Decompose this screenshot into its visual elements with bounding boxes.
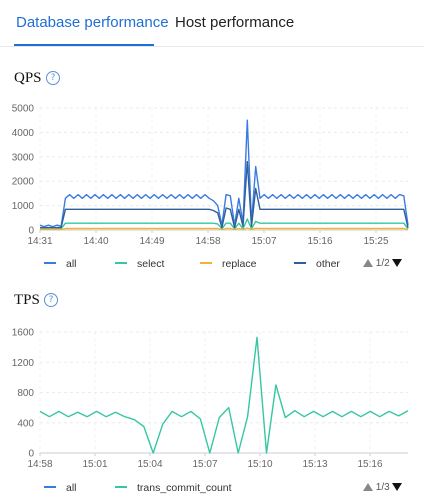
tps-legend: all trans_commit_count 1/3 bbox=[0, 482, 424, 498]
y-tick-label: 4000 bbox=[12, 128, 35, 139]
legend-item-replace[interactable]: replace bbox=[200, 258, 256, 270]
series-line-other bbox=[40, 161, 409, 229]
qps-chart: 0 1000 2000 3000 4000 5000 14:31 14:40 14:49 14:5… bbox=[12, 104, 409, 247]
y-tick-label: 3000 bbox=[12, 152, 35, 163]
x-tick-label: 15:25 bbox=[363, 236, 388, 247]
legend-item-all[interactable]: all bbox=[44, 482, 77, 494]
y-tick-label: 1600 bbox=[12, 328, 35, 339]
legend-item-all[interactable]: all bbox=[44, 258, 77, 270]
x-tick-label: 15:16 bbox=[357, 459, 382, 470]
y-tick-label: 800 bbox=[17, 388, 34, 399]
x-tick-label: 15:04 bbox=[137, 459, 162, 470]
legend-swatch-trans-commit-count bbox=[115, 486, 127, 489]
legend-item-trans-commit-count[interactable]: trans_commit_count bbox=[115, 482, 232, 494]
legend-label-select: select bbox=[137, 258, 165, 270]
y-tick-label: 0 bbox=[28, 226, 34, 237]
legend-swatch-other bbox=[294, 262, 306, 265]
legend-item-other[interactable]: other bbox=[294, 258, 340, 270]
legend-label-other: other bbox=[316, 258, 340, 270]
legend-prev-page-icon[interactable] bbox=[363, 483, 373, 492]
tps-title: TPS bbox=[14, 292, 40, 308]
tps-chart: 0 400 800 1200 1600 14:58 15:01 15:04 15:07 15:10… bbox=[12, 328, 409, 470]
tps-pager-text: 1/3 bbox=[375, 482, 390, 493]
legend-swatch-select bbox=[115, 262, 127, 265]
y-tick-label: 0 bbox=[28, 449, 34, 460]
series-line-all bbox=[39, 119, 409, 228]
y-tick-label: 1000 bbox=[12, 201, 35, 212]
x-tick-label: 14:58 bbox=[195, 236, 220, 247]
tps-help-icon[interactable]: ? bbox=[44, 293, 58, 307]
legend-label-replace: replace bbox=[222, 258, 257, 270]
x-tick-label: 15:07 bbox=[251, 236, 276, 247]
tps-legend-pager: 1/3 bbox=[363, 482, 403, 493]
series-line-trans-commit-count bbox=[39, 336, 409, 454]
x-tick-label: 14:31 bbox=[27, 236, 52, 247]
y-tick-label: 400 bbox=[17, 418, 34, 429]
legend-prev-page-icon[interactable] bbox=[363, 259, 373, 268]
legend-label-all: all bbox=[66, 482, 77, 494]
x-tick-label: 14:40 bbox=[83, 236, 108, 247]
legend-label-all: all bbox=[66, 258, 77, 270]
y-tick-label: 1200 bbox=[12, 358, 35, 369]
qps-title: QPS bbox=[14, 70, 42, 86]
y-tick-label: 5000 bbox=[12, 104, 35, 115]
tab-host-performance[interactable]: Host performance bbox=[175, 14, 295, 31]
legend-swatch-replace bbox=[200, 262, 212, 265]
x-tick-label: 15:07 bbox=[192, 459, 217, 470]
x-tick-label: 14:49 bbox=[139, 236, 164, 247]
legend-next-page-icon[interactable] bbox=[392, 483, 403, 492]
x-tick-label: 15:10 bbox=[247, 459, 272, 470]
x-tick-label: 15:13 bbox=[302, 459, 327, 470]
y-tick-label: 2000 bbox=[12, 177, 35, 188]
qps-help-icon[interactable]: ? bbox=[46, 71, 60, 85]
legend-swatch-all bbox=[44, 262, 56, 265]
x-tick-label: 15:16 bbox=[307, 236, 332, 247]
series-line-replace bbox=[40, 227, 409, 231]
series-line-select bbox=[40, 218, 409, 230]
qps-pager-text: 1/2 bbox=[375, 258, 390, 269]
legend-label-trans-commit-count: trans_commit_count bbox=[137, 482, 232, 494]
active-tab-indicator bbox=[14, 44, 154, 46]
tab-bar: Database performance Host performance bbox=[0, 0, 424, 47]
legend-swatch-all bbox=[44, 486, 56, 489]
qps-legend: all select replace other 1/2 bbox=[0, 258, 424, 274]
tab-database-performance[interactable]: Database performance bbox=[16, 14, 169, 31]
x-tick-label: 15:01 bbox=[82, 459, 107, 470]
x-tick-label: 14:58 bbox=[27, 459, 52, 470]
legend-item-select[interactable]: select bbox=[115, 258, 164, 270]
qps-legend-pager: 1/2 bbox=[363, 258, 403, 269]
legend-next-page-icon[interactable] bbox=[392, 259, 403, 268]
